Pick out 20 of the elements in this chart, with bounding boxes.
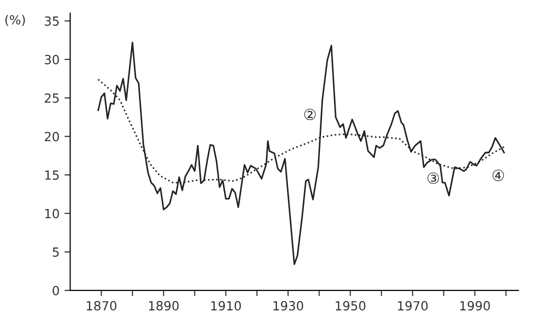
y-axis-title: (%) [5,14,25,26]
x-tick-label: 1950 [336,301,366,310]
x-tick-label: 1870 [86,301,116,310]
annotation: ② [304,108,316,120]
y-tick-label: 20 [44,132,59,142]
x-tick-label: 1970 [398,301,428,310]
y-tick-label: 15 [45,170,59,180]
y-tick-label: 5 [52,248,59,257]
x-tick-label: 1910 [211,301,241,310]
annotation: ④ [492,170,504,182]
y-tick-label: 25 [44,93,59,103]
line-series [97,42,505,265]
x-tick-label: 1930 [274,301,304,310]
annotation: ③ [428,172,439,184]
y-tick-label: 30 [44,54,59,64]
x-tick-label: 1890 [149,301,179,310]
y-tick-label: 10 [45,208,59,218]
x-tick-label: 1990 [460,301,490,310]
y-tick-label: 35 [44,16,59,26]
y-tick-label: 0 [52,286,59,296]
